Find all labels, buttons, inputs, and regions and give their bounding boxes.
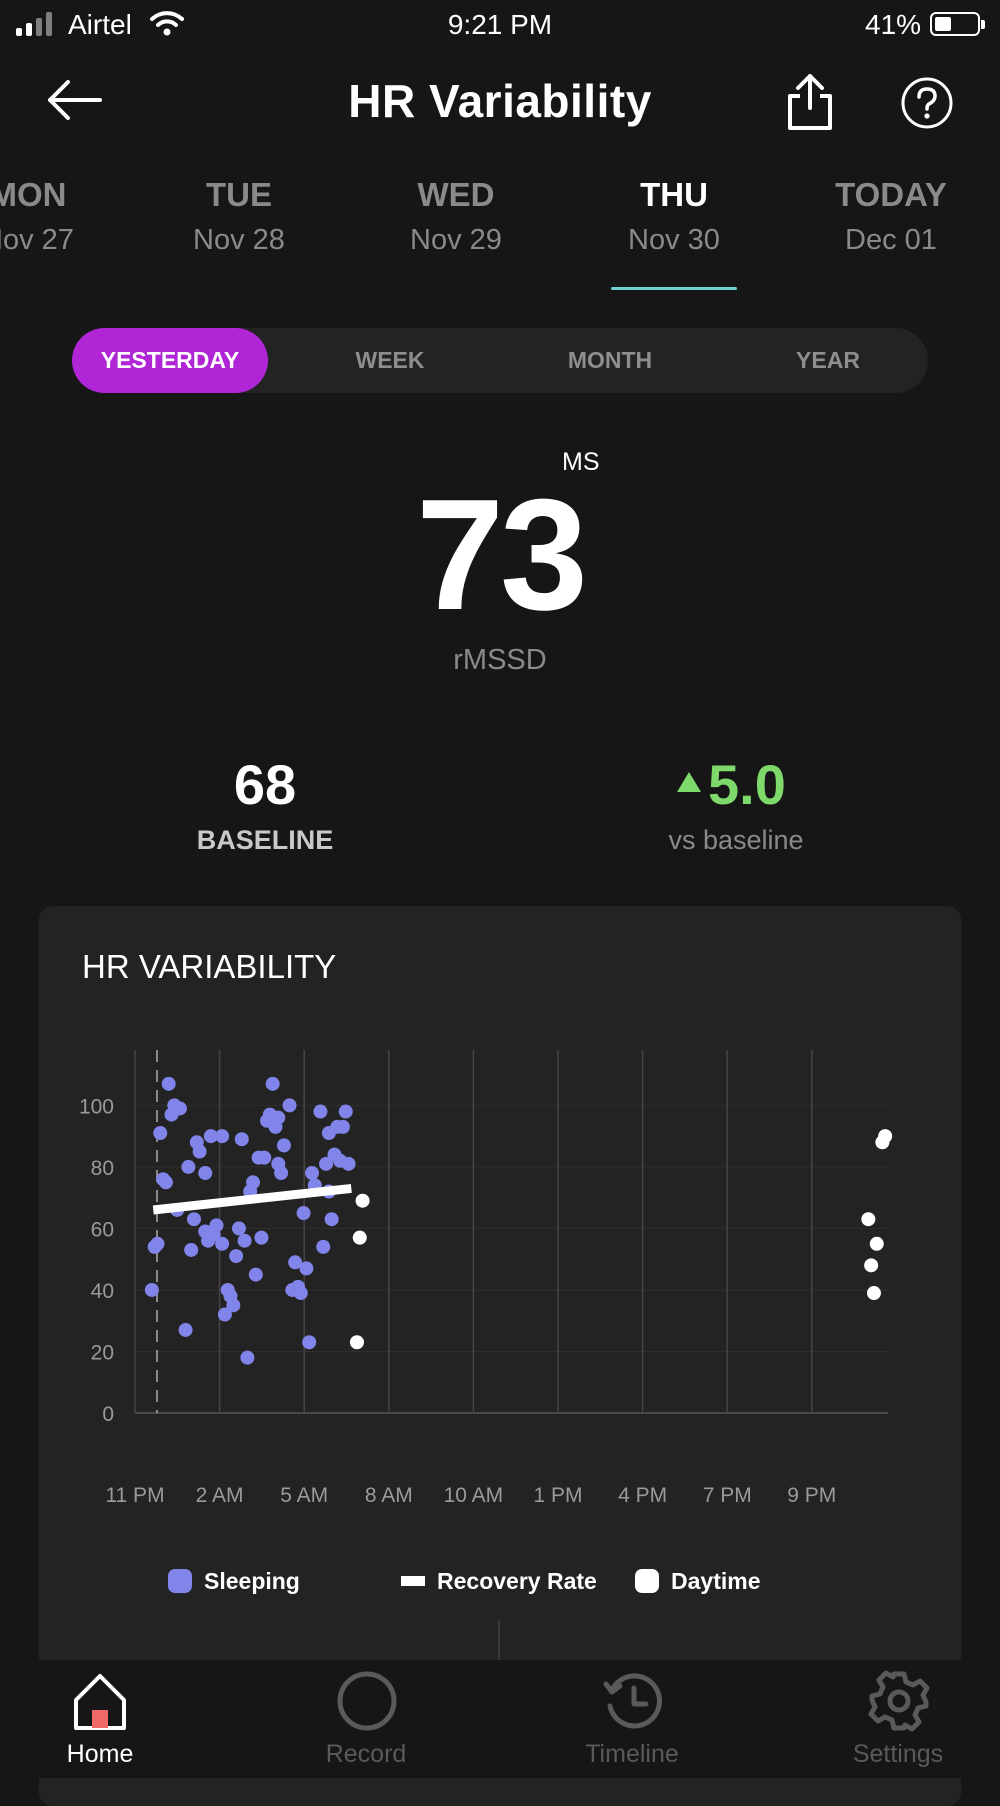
tab-label: Timeline xyxy=(585,1740,679,1768)
sleeping-swatch xyxy=(168,1569,192,1593)
delta-label: vs baseline xyxy=(668,825,804,855)
legend-sleeping: Sleeping xyxy=(168,1568,300,1595)
tab-year[interactable]: YEAR xyxy=(796,347,860,373)
day-date: Nov 27 xyxy=(0,224,74,256)
tab-timeline[interactable]: Timeline xyxy=(532,1660,732,1778)
delta-value: 5.0 xyxy=(708,753,786,816)
day-name: THU xyxy=(640,176,708,213)
legend-recovery-rate: Recovery Rate xyxy=(401,1568,597,1595)
day-name: MON xyxy=(0,176,67,213)
status-bar: Airtel 9:21 PM 41% xyxy=(0,0,1000,50)
record-icon xyxy=(337,1671,397,1731)
day-date: Nov 28 xyxy=(193,224,285,256)
tab-yesterday[interactable]: YESTERDAY xyxy=(72,328,268,393)
back-arrow-icon[interactable] xyxy=(44,78,104,122)
daytime-swatch xyxy=(635,1569,659,1593)
scroll-divider xyxy=(498,1620,500,1660)
day-tue[interactable]: TUE Nov 28 xyxy=(149,176,329,257)
day-date: Nov 29 xyxy=(410,224,502,256)
tab-label: Home xyxy=(66,1740,134,1768)
metric-value: 73 xyxy=(416,467,588,643)
legend-label: Recovery Rate xyxy=(437,1568,597,1594)
day-date: Nov 30 xyxy=(628,224,720,256)
day-name: TODAY xyxy=(835,176,947,213)
tab-home[interactable]: Home xyxy=(0,1660,200,1778)
home-icon xyxy=(74,1674,126,1730)
tab-month[interactable]: MONTH xyxy=(567,347,653,373)
battery-icon xyxy=(930,12,985,36)
tab-week[interactable]: WEEK xyxy=(355,347,425,373)
help-icon[interactable] xyxy=(900,76,954,130)
recovery-swatch xyxy=(401,1576,425,1586)
selected-day-indicator xyxy=(611,287,737,290)
day-mon[interactable]: MON Nov 27 xyxy=(0,176,118,257)
day-name: WED xyxy=(417,176,495,213)
baseline-label: BASELINE xyxy=(196,825,334,855)
day-wed[interactable]: WED Nov 29 xyxy=(366,176,546,257)
day-name: TUE xyxy=(206,176,272,213)
battery-percent: 41% xyxy=(865,9,922,40)
day-thu[interactable]: THU Nov 30 xyxy=(584,176,764,257)
metric-label: rMSSD xyxy=(453,644,547,676)
day-today[interactable]: TODAY Dec 01 xyxy=(801,176,981,257)
metric-unit: MS xyxy=(562,448,600,476)
range-selector: YESTERDAY WEEK MONTH YEAR xyxy=(72,328,928,393)
legend-daytime: Daytime xyxy=(635,1568,760,1595)
up-triangle-icon xyxy=(677,772,701,792)
tab-settings[interactable]: Settings xyxy=(798,1660,998,1778)
timeline-icon xyxy=(603,1673,662,1729)
wifi-icon xyxy=(150,11,184,36)
gear-icon xyxy=(868,1670,930,1732)
share-icon[interactable] xyxy=(784,72,836,132)
day-date: Dec 01 xyxy=(845,224,937,256)
tab-bar xyxy=(0,1660,1000,1778)
status-time: 9:21 PM xyxy=(447,9,553,40)
legend-label: Daytime xyxy=(671,1568,761,1594)
tab-label: Settings xyxy=(852,1740,944,1768)
carrier-name: Airtel xyxy=(68,9,132,40)
cellular-signal-icon xyxy=(16,12,56,36)
tab-label: Record xyxy=(325,1740,407,1768)
chart-title: HR VARIABILITY xyxy=(82,948,337,985)
page-title: HR Variability xyxy=(348,75,652,127)
baseline-value: 68 xyxy=(233,753,297,816)
legend-label: Sleeping xyxy=(204,1568,300,1594)
chart-card xyxy=(39,906,961,1806)
tab-record[interactable]: Record xyxy=(266,1660,466,1778)
